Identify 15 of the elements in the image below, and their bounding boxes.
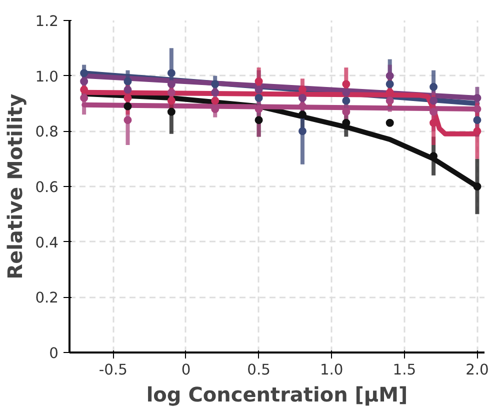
y-tick-label: 0.2 xyxy=(35,290,59,307)
x-tick-label: 1.0 xyxy=(320,362,344,378)
y-tick-label: 1.2 xyxy=(35,13,59,30)
x-tick-label: -0.5 xyxy=(98,362,128,378)
y-tick-label: 0.8 xyxy=(35,124,59,141)
y-tick-label: 0.6 xyxy=(35,179,59,196)
y-tick-label: 1.0 xyxy=(35,68,59,86)
x-tick-label: 0 xyxy=(181,362,191,378)
y-tick-label: 0 xyxy=(49,345,59,362)
y-tick-label: 0.4 xyxy=(35,234,59,252)
x-tick-label: 2.0 xyxy=(466,362,489,378)
x-axis-title: log Concentration [µM] xyxy=(146,382,408,406)
y-axis-title: Relative Motility xyxy=(3,94,28,280)
x-tick-label: 0.5 xyxy=(247,362,270,378)
x-tick-label: 1.5 xyxy=(392,362,416,378)
